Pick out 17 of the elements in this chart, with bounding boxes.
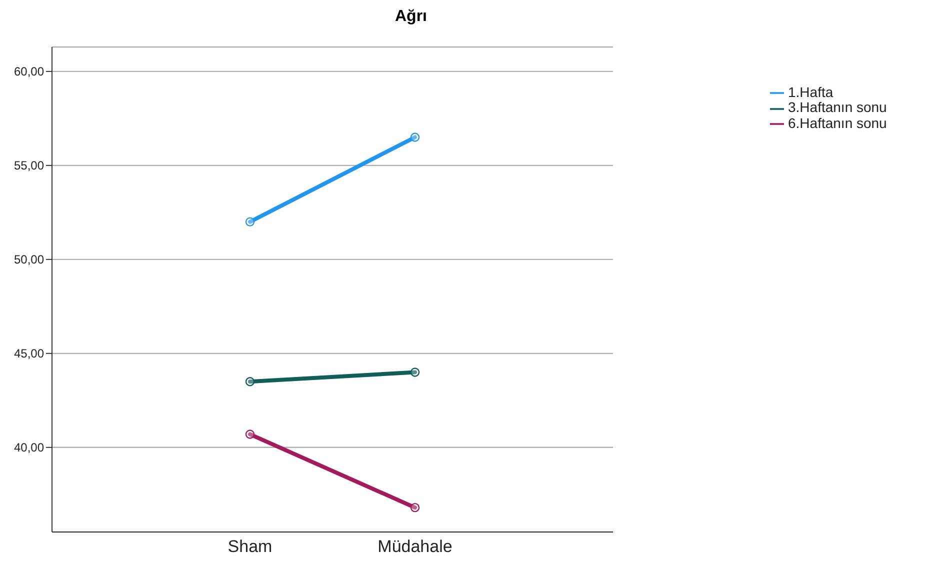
legend-label: 1.Hafta xyxy=(788,84,834,100)
y-tick-label: 45,00 xyxy=(14,346,44,361)
x-tick-label: Sham xyxy=(228,537,272,556)
point xyxy=(410,132,420,142)
point xyxy=(245,217,255,226)
y-tick-label: 50,00 xyxy=(14,252,44,267)
chart-title: Ağrı xyxy=(394,8,428,26)
point xyxy=(410,502,420,512)
y-tick-label: 55,00 xyxy=(14,158,44,173)
point xyxy=(245,430,255,439)
x-tick-label: Müdahale xyxy=(378,537,452,556)
point xyxy=(410,368,420,377)
y-tick-label: 40,00 xyxy=(14,440,44,455)
legend-label: 3.Haftanın sonu xyxy=(788,99,887,116)
legend-label: 6.Haftanın sonu xyxy=(788,114,887,131)
point xyxy=(245,377,255,386)
y-tick-label: 60,00 xyxy=(14,64,44,79)
